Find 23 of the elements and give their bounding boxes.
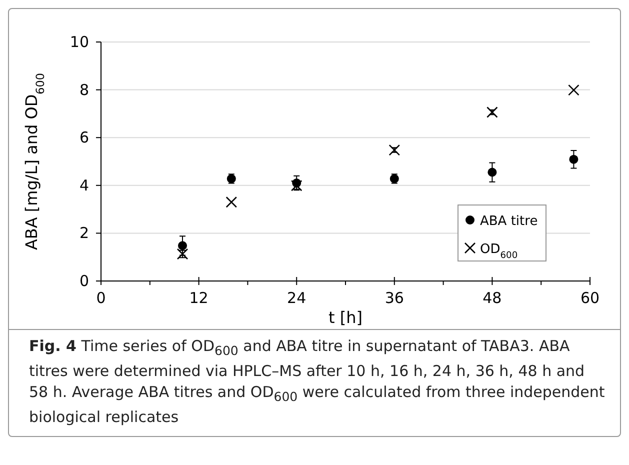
x-tick-label: 48	[482, 289, 502, 307]
y-tick-label: 8	[79, 80, 89, 99]
x-tick-label: 60	[580, 289, 600, 307]
y-tick-label: 10	[70, 33, 89, 51]
point	[569, 154, 578, 164]
x-tick-label: 24	[287, 289, 306, 307]
point	[178, 241, 187, 250]
x-tick-label: 12	[189, 289, 208, 307]
x-tick-label: 36	[384, 289, 404, 307]
point	[568, 84, 580, 96]
y-tick-label: 6	[79, 128, 89, 147]
point	[488, 168, 497, 177]
point	[486, 106, 498, 118]
point	[388, 144, 400, 156]
x-tick-label: 0	[96, 289, 106, 307]
text: Fig. 4 Time series of OD$_{600}$ and ABA titre in supernatant of TABA3. ABA titres were determined via HPLC–MS after 10 h, 16 h, 24 h, 36 h, 48 h and 58 h. Average ABA titres and OD$_{600}$ were calculated from three independent biological replicates	[29, 337, 605, 426]
legend-label: OD$_{600}$	[480, 242, 518, 261]
point	[226, 196, 238, 208]
y-tick-label: 0	[79, 272, 89, 290]
legend-label: ABA titre	[480, 214, 538, 229]
x-axis-title: t [h]	[328, 308, 362, 327]
y-tick-label: 2	[79, 224, 89, 242]
y-tick-label: 4	[79, 176, 89, 194]
